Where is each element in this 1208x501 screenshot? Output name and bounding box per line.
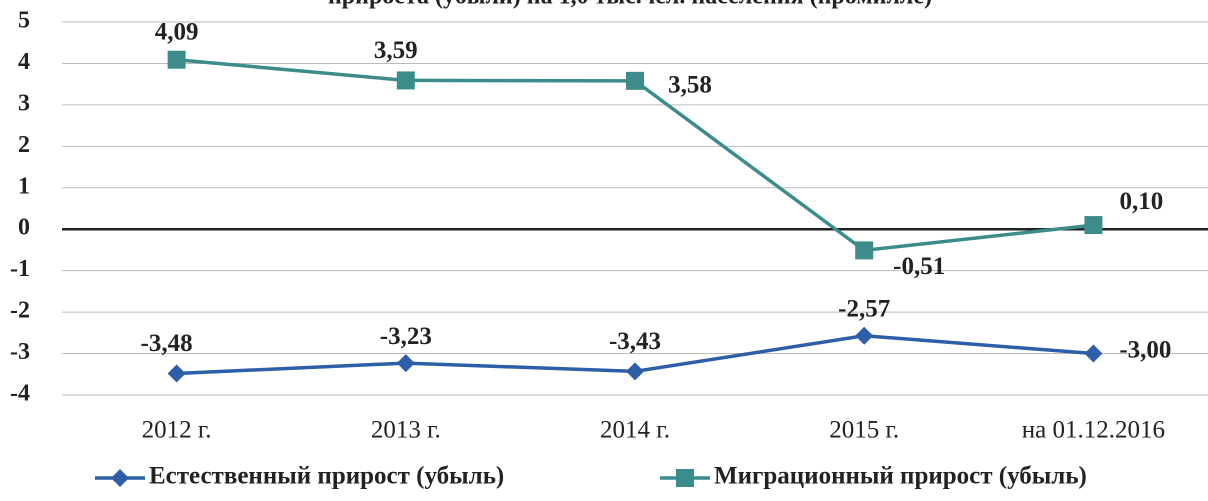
y-tick-label: -2 <box>10 298 30 324</box>
legend-label: Миграционный прирост (убыль) <box>714 463 1087 490</box>
marker <box>1084 344 1103 363</box>
marker <box>396 354 415 373</box>
y-tick-label: -3 <box>10 339 30 365</box>
y-tick-label: -1 <box>10 256 30 282</box>
data-label: -0,51 <box>893 253 945 280</box>
data-label: 3,58 <box>668 72 712 99</box>
legend-marker <box>111 469 129 487</box>
data-label: -3,43 <box>609 328 661 355</box>
y-tick-label: -4 <box>10 381 30 407</box>
data-label: -3,48 <box>141 330 193 357</box>
marker <box>1084 216 1103 235</box>
y-tick-label: 4 <box>18 49 30 75</box>
y-tick-label: 3 <box>18 90 30 116</box>
chart-title: прироста (убыли) на 1,0 тыс.чел. населен… <box>328 0 932 10</box>
x-tick-label: 2015 г. <box>829 417 899 444</box>
x-tick-label: 2013 г. <box>371 417 441 444</box>
data-label: 3,59 <box>374 37 418 64</box>
y-tick-label: 2 <box>18 132 30 158</box>
marker <box>626 71 644 90</box>
marker <box>626 362 644 381</box>
marker <box>855 241 874 260</box>
y-tick-label: 5 <box>18 8 30 34</box>
marker <box>167 50 186 69</box>
data-label: 0,10 <box>1120 188 1164 215</box>
y-tick-label: 1 <box>18 173 30 199</box>
y-tick-label: 0 <box>18 215 30 241</box>
marker <box>167 364 186 383</box>
legend-marker <box>676 469 694 487</box>
marker <box>855 326 874 345</box>
x-tick-label: на 01.12.2016 <box>1022 417 1165 444</box>
legend-label: Естественный прирост (убыль) <box>149 463 504 490</box>
marker <box>396 71 415 90</box>
x-tick-label: 2014 г. <box>600 417 670 444</box>
data-label: -3,23 <box>380 323 432 350</box>
data-label: 4,09 <box>155 18 199 45</box>
data-label: -3,00 <box>1119 336 1171 363</box>
data-label: -2,57 <box>838 295 890 322</box>
x-tick-label: 2012 г. <box>142 417 212 444</box>
